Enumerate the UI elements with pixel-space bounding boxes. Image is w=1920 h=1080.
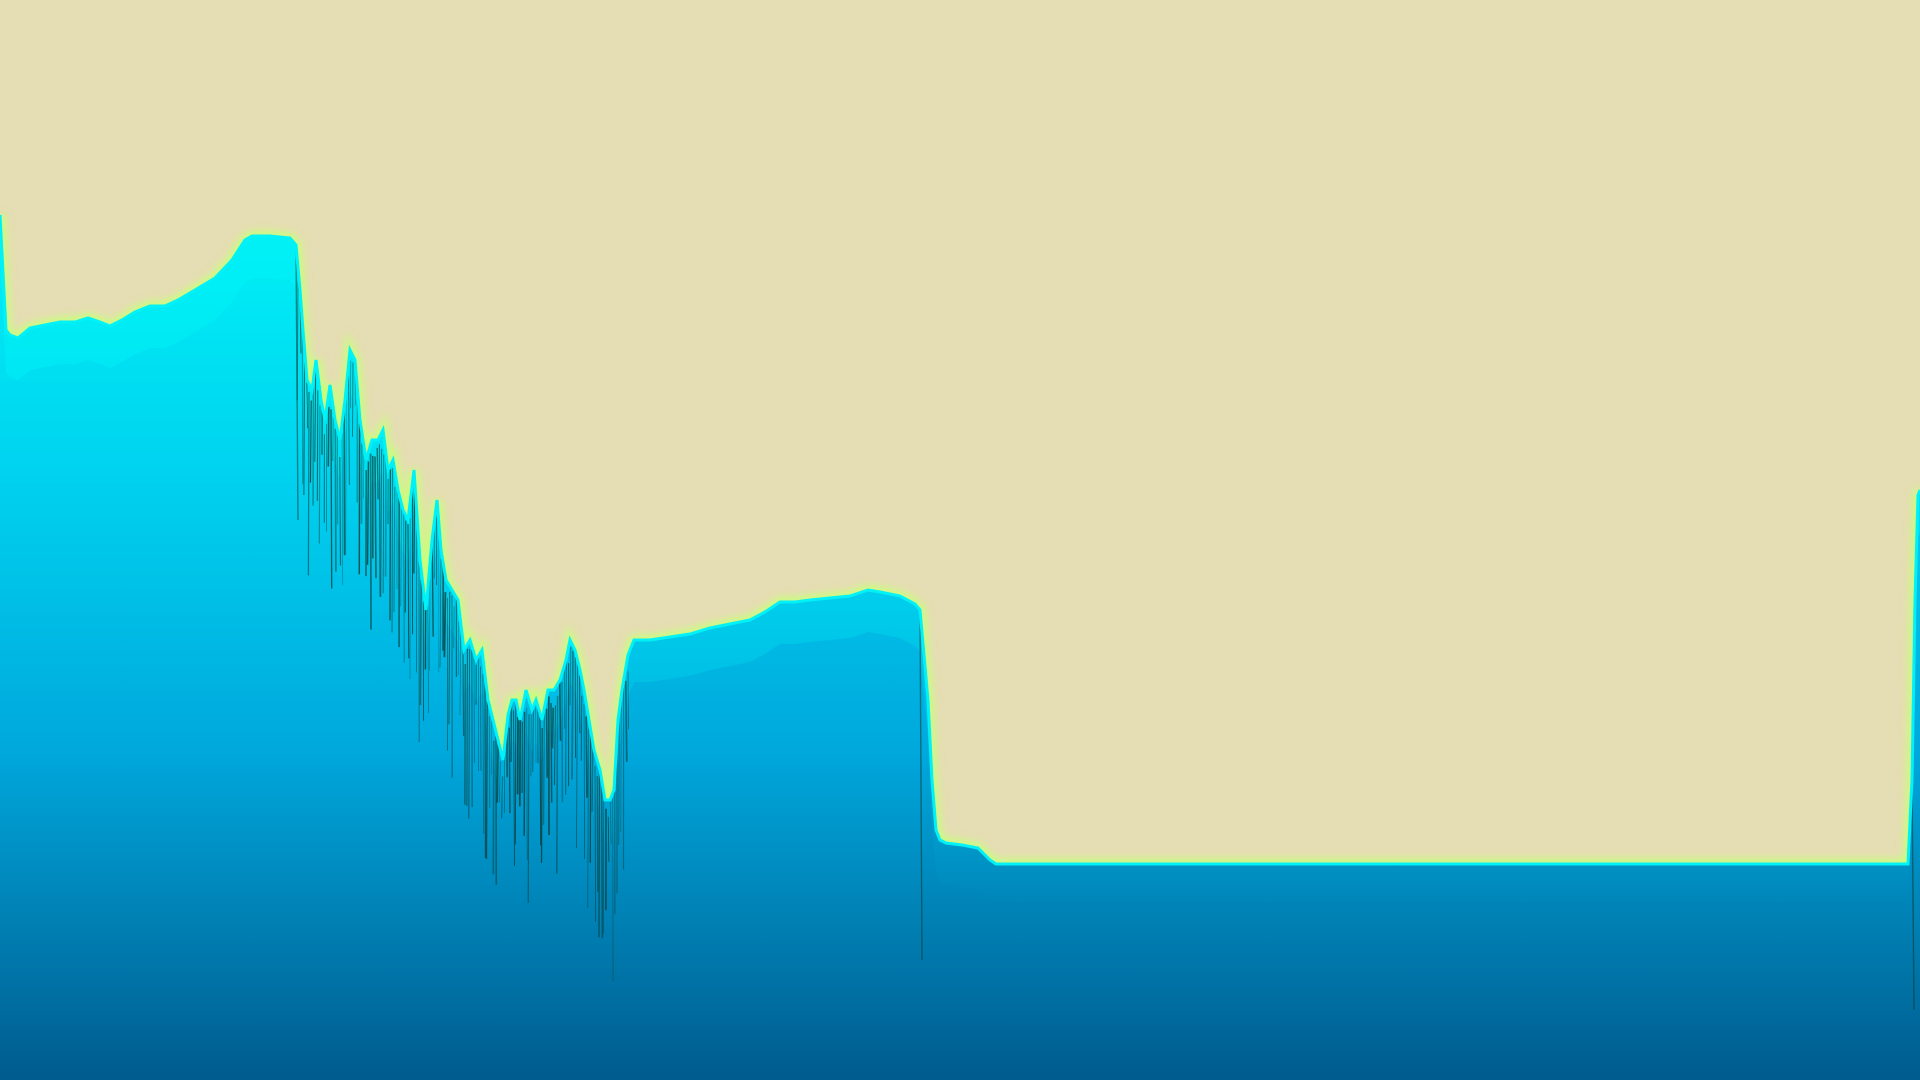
spike-stroke bbox=[316, 390, 319, 501]
spike-stroke bbox=[576, 662, 578, 849]
spike-stroke bbox=[307, 391, 310, 576]
spike-stroke bbox=[309, 400, 312, 483]
spike-stroke bbox=[587, 728, 589, 909]
spike-stroke bbox=[556, 695, 559, 874]
spike-stroke bbox=[554, 705, 556, 786]
spike-stroke bbox=[374, 456, 377, 579]
spike-stroke bbox=[545, 708, 549, 778]
spike-stroke bbox=[431, 544, 434, 637]
spike-stroke bbox=[550, 702, 553, 803]
spike-stroke bbox=[348, 364, 350, 485]
spike-stroke bbox=[330, 409, 333, 589]
spike-stroke bbox=[448, 591, 451, 725]
spike-stroke bbox=[607, 816, 610, 862]
spike-stroke bbox=[407, 524, 410, 659]
edge-stroke bbox=[919, 609, 923, 961]
spike-stroke bbox=[540, 727, 543, 863]
spike-stroke bbox=[551, 707, 555, 749]
spike-stroke bbox=[583, 704, 585, 859]
spike-stroke bbox=[500, 776, 504, 819]
spike-stroke bbox=[542, 712, 546, 825]
spike-stroke bbox=[609, 801, 612, 844]
spike-stroke bbox=[571, 650, 574, 780]
spike-stroke bbox=[503, 754, 506, 813]
spike-stroke bbox=[427, 605, 429, 714]
spike-stroke bbox=[376, 447, 379, 500]
spike-stroke bbox=[527, 714, 530, 903]
waveform-spikes bbox=[295, 244, 1915, 1011]
spike-stroke bbox=[318, 405, 321, 544]
spike-stroke bbox=[594, 766, 596, 922]
spike-stroke bbox=[382, 454, 385, 594]
spike-stroke bbox=[620, 699, 622, 833]
spike-stroke bbox=[459, 625, 462, 716]
spike-stroke bbox=[378, 444, 381, 597]
spike-stroke bbox=[393, 486, 396, 613]
spike-stroke bbox=[306, 380, 309, 429]
spike-stroke bbox=[443, 592, 447, 658]
spike-stroke bbox=[402, 513, 405, 663]
spike-stroke bbox=[334, 428, 337, 572]
spike-stroke bbox=[363, 448, 365, 499]
spike-stroke bbox=[539, 714, 542, 846]
spike-stroke bbox=[508, 727, 511, 814]
waveform-edge bbox=[0, 214, 1920, 866]
spike-stroke bbox=[453, 606, 455, 649]
spike-stroke bbox=[380, 448, 383, 598]
spike-stroke bbox=[345, 390, 347, 555]
spike-stroke bbox=[462, 649, 465, 737]
spike-stroke bbox=[482, 674, 485, 834]
edge-stroke bbox=[1911, 779, 1915, 1011]
spike-stroke bbox=[492, 740, 495, 875]
spike-stroke bbox=[485, 700, 488, 859]
spike-stroke bbox=[563, 668, 566, 729]
spike-stroke bbox=[400, 505, 402, 607]
spike-stroke bbox=[498, 761, 501, 803]
spike-stroke bbox=[559, 682, 562, 741]
spike-stroke bbox=[569, 646, 572, 706]
spike-stroke bbox=[600, 781, 604, 939]
spike-stroke bbox=[404, 520, 407, 613]
spike-stroke bbox=[413, 485, 416, 574]
spike-stroke bbox=[391, 467, 394, 633]
spike-stroke bbox=[473, 655, 476, 764]
spike-stroke bbox=[624, 680, 628, 762]
waveform-area bbox=[0, 215, 1920, 1080]
spike-stroke bbox=[618, 723, 620, 845]
spike-stroke bbox=[303, 354, 306, 496]
spike-stroke bbox=[327, 406, 330, 467]
spike-stroke bbox=[496, 742, 500, 803]
spike-stroke bbox=[366, 461, 370, 565]
spike-stroke bbox=[339, 456, 342, 566]
spike-stroke bbox=[468, 648, 471, 819]
spike-stroke bbox=[419, 579, 422, 706]
spike-stroke bbox=[580, 695, 583, 761]
spike-stroke bbox=[565, 661, 567, 795]
spike-stroke bbox=[585, 716, 588, 798]
spike-stroke bbox=[602, 800, 605, 934]
spike-stroke bbox=[429, 579, 431, 672]
spike-stroke bbox=[466, 648, 468, 807]
spike-stroke bbox=[596, 776, 599, 892]
spike-stroke bbox=[439, 558, 442, 668]
edge-stroke bbox=[295, 244, 299, 521]
spike-stroke bbox=[314, 369, 317, 462]
spike-stroke bbox=[513, 710, 515, 867]
spike-stroke bbox=[612, 798, 614, 982]
spike-stroke bbox=[341, 426, 344, 586]
spike-stroke bbox=[532, 709, 534, 772]
spike-stroke bbox=[591, 748, 594, 812]
